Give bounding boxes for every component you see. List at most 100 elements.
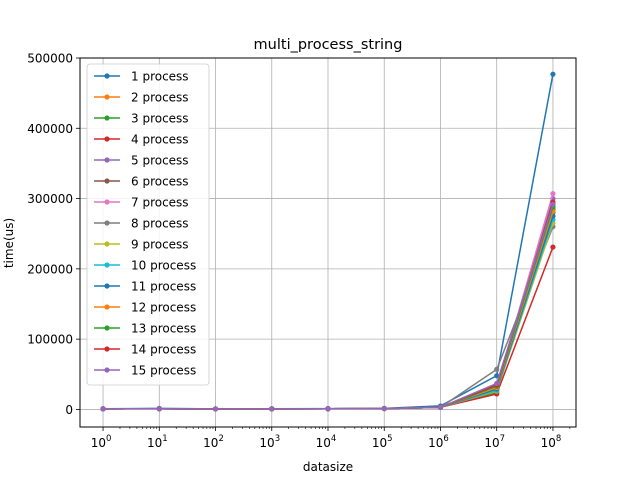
x-tick-exponent: 8: [556, 434, 561, 444]
y-tick-label: 500000: [27, 52, 73, 66]
legend-marker: [104, 304, 110, 310]
legend-marker: [104, 157, 110, 163]
legend-item: 8 process: [94, 217, 189, 231]
x-tick-exponent: 1: [162, 434, 167, 444]
legend-marker: [104, 367, 110, 373]
x-tick-exponent: 5: [387, 434, 392, 444]
legend-marker: [104, 262, 110, 268]
x-tick-label: 103: [259, 434, 280, 450]
legend-box: [86, 63, 210, 386]
x-tick-label: 101: [147, 434, 168, 450]
data-point: [550, 71, 556, 77]
x-tick-base: 10: [147, 436, 162, 450]
y-axis: 0 100000 200000 300000 400000 500000: [27, 52, 80, 417]
x-tick-exponent: 2: [218, 434, 223, 444]
legend-marker: [104, 73, 110, 79]
legend: 1 process 2 process 3 process 4 process 5 pr…: [86, 63, 210, 386]
x-tick-base: 10: [91, 436, 106, 450]
legend-label: 11 process: [131, 280, 196, 294]
legend-label: 15 process: [131, 364, 196, 378]
x-tick-base: 10: [259, 436, 274, 450]
x-tick-label: 102: [203, 434, 224, 450]
x-tick-base: 10: [316, 436, 331, 450]
legend-item: 12 process: [94, 301, 196, 315]
legend-label: 2 process: [131, 91, 189, 105]
legend-item: 1 process: [94, 70, 189, 84]
x-tick-exponent: 3: [275, 434, 280, 444]
legend-label: 1 process: [131, 70, 189, 84]
y-tick-label: 0: [65, 403, 73, 417]
x-tick-base: 10: [541, 436, 556, 450]
legend-label: 8 process: [131, 217, 189, 231]
legend-item: 4 process: [94, 133, 189, 147]
data-point: [550, 201, 556, 207]
legend-marker: [104, 199, 110, 205]
legend-item: 6 process: [94, 175, 189, 189]
legend-item: 10 process: [94, 259, 196, 273]
series-15: [100, 201, 556, 412]
legend-item: 3 process: [94, 112, 189, 126]
data-point: [100, 406, 106, 412]
legend-marker: [104, 346, 110, 352]
x-axis-label: datasize: [303, 460, 353, 474]
x-tick-base: 10: [203, 436, 218, 450]
y-axis-label: time(us): [2, 218, 16, 268]
data-point: [550, 191, 556, 197]
data-point: [494, 366, 500, 372]
x-tick-base: 10: [428, 436, 443, 450]
x-tick-label: 100: [91, 434, 112, 450]
data-point: [494, 380, 500, 387]
legend-marker: [104, 325, 110, 331]
legend-marker: [104, 283, 110, 289]
x-tick-base: 10: [372, 436, 387, 450]
legend-item: 9 process: [94, 238, 189, 252]
legend-label: 4 process: [131, 133, 189, 147]
legend-item: 15 process: [94, 364, 196, 378]
x-tick-label: 108: [541, 434, 562, 450]
legend-marker: [104, 115, 110, 121]
x-tick-label: 105: [372, 434, 393, 450]
legend-label: 10 process: [131, 259, 196, 273]
y-tick-label: 100000: [27, 333, 73, 347]
legend-marker: [104, 241, 110, 247]
legend-marker: [104, 220, 110, 226]
data-point: [550, 244, 556, 250]
legend-label: 9 process: [131, 238, 189, 252]
legend-label: 12 process: [131, 301, 196, 315]
x-tick-exponent: 0: [106, 434, 111, 444]
x-tick-exponent: 7: [500, 434, 505, 444]
x-tick-label: 106: [428, 434, 449, 450]
data-point: [212, 406, 219, 412]
legend-item: 5 process: [94, 154, 189, 168]
legend-item: 13 process: [94, 322, 196, 336]
data-point: [269, 406, 275, 412]
legend-item: 14 process: [94, 343, 196, 357]
y-tick-label: 400000: [27, 122, 73, 136]
legend-label: 14 process: [131, 343, 196, 357]
data-point: [381, 405, 387, 412]
x-tick-base: 10: [484, 436, 499, 450]
legend-label: 13 process: [131, 322, 196, 336]
legend-label: 6 process: [131, 175, 189, 189]
series-layer: [100, 71, 556, 412]
data-point: [156, 406, 162, 412]
legend-item: 11 process: [94, 280, 196, 294]
x-tick-label: 104: [316, 434, 337, 450]
data-point: [325, 406, 331, 412]
legend-marker: [104, 136, 110, 142]
legend-label: 5 process: [131, 154, 189, 168]
legend-label: 7 process: [131, 196, 189, 210]
legend-item: 2 process: [94, 91, 189, 105]
x-axis: 100 101 102 103 104 105 106 107 108: [91, 427, 571, 450]
y-tick-label: 300000: [27, 192, 73, 206]
x-tick-exponent: 4: [331, 434, 336, 444]
chart-title: multi_process_string: [254, 37, 403, 53]
x-tick-exponent: 6: [443, 434, 448, 444]
y-tick-label: 200000: [27, 262, 73, 276]
data-point: [437, 404, 444, 410]
legend-label: 3 process: [131, 112, 189, 126]
x-tick-label: 107: [484, 434, 505, 450]
legend-marker: [104, 94, 110, 100]
legend-marker: [104, 178, 110, 184]
